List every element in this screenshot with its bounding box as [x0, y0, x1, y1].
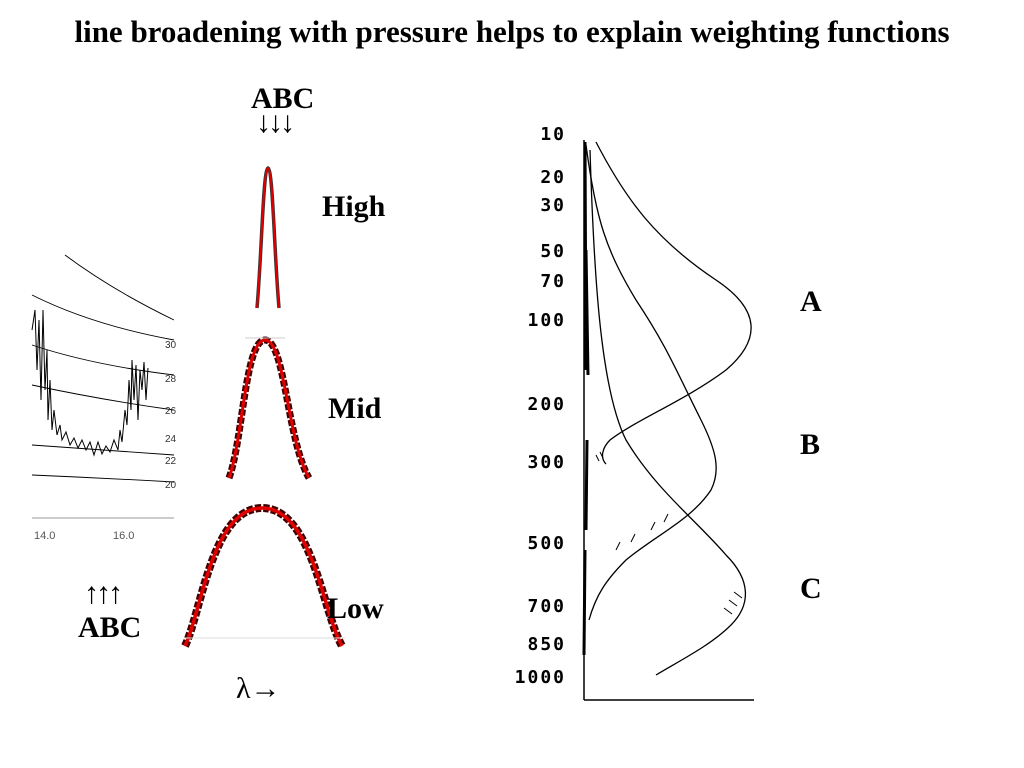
spectrum-side-label: 26	[165, 406, 177, 417]
pressure-label: 200	[527, 394, 566, 415]
weighting-functions-plot	[582, 140, 754, 701]
spectrum-side-label: 30	[165, 340, 177, 351]
down-arrows-icon: ↓↓↓	[256, 106, 295, 139]
pressure-label: 100	[527, 310, 566, 331]
page-title: line broadening with pressure helps to e…	[74, 14, 950, 49]
weighting-curve-a	[595, 141, 752, 465]
bottom-arrows-letters: ABC	[78, 611, 142, 644]
top-arrows-letters: ABC	[251, 82, 315, 115]
line-profile-mid	[225, 336, 313, 480]
pressure-label: 850	[527, 634, 566, 655]
pressure-label: 1000	[514, 667, 566, 688]
profile-label-mid: Mid	[328, 392, 382, 425]
weighting-curve-c	[589, 149, 747, 676]
spectrum-side-label: 20	[165, 480, 177, 491]
curve-label-c: C	[800, 572, 822, 605]
curve-label-a: A	[800, 285, 822, 318]
spectrum-trace	[31, 309, 149, 457]
pressure-label: 70	[540, 271, 566, 292]
spectrum-side-label: 28	[165, 374, 177, 385]
line-profile-low	[181, 503, 346, 648]
pressure-label: 30	[540, 195, 566, 216]
pressure-label: 500	[527, 533, 566, 554]
pressure-label: 700	[527, 596, 566, 617]
profile-label-low: Low	[327, 592, 384, 625]
spectrum-side-label: 24	[165, 434, 177, 445]
spectrum-tick-14: 14.0	[34, 530, 56, 542]
weighting-curve-b	[585, 144, 717, 621]
pressure-label: 300	[527, 452, 566, 473]
curve-label-b: B	[800, 428, 821, 461]
pressure-label: 50	[540, 241, 566, 262]
spectrum-side-label: 22	[165, 456, 177, 467]
line-profile-high	[255, 166, 281, 309]
spectrum-tick-16: 16.0	[113, 530, 135, 542]
pressure-label: 10	[540, 124, 566, 145]
spectrum-background-curve	[64, 254, 175, 321]
spectrum-plot	[31, 254, 175, 519]
profile-label-high: High	[322, 190, 386, 223]
lambda-axis-label: λ→	[236, 672, 281, 705]
pressure-label: 20	[540, 167, 566, 188]
up-arrows-icon: ↑↑↑	[84, 577, 123, 610]
